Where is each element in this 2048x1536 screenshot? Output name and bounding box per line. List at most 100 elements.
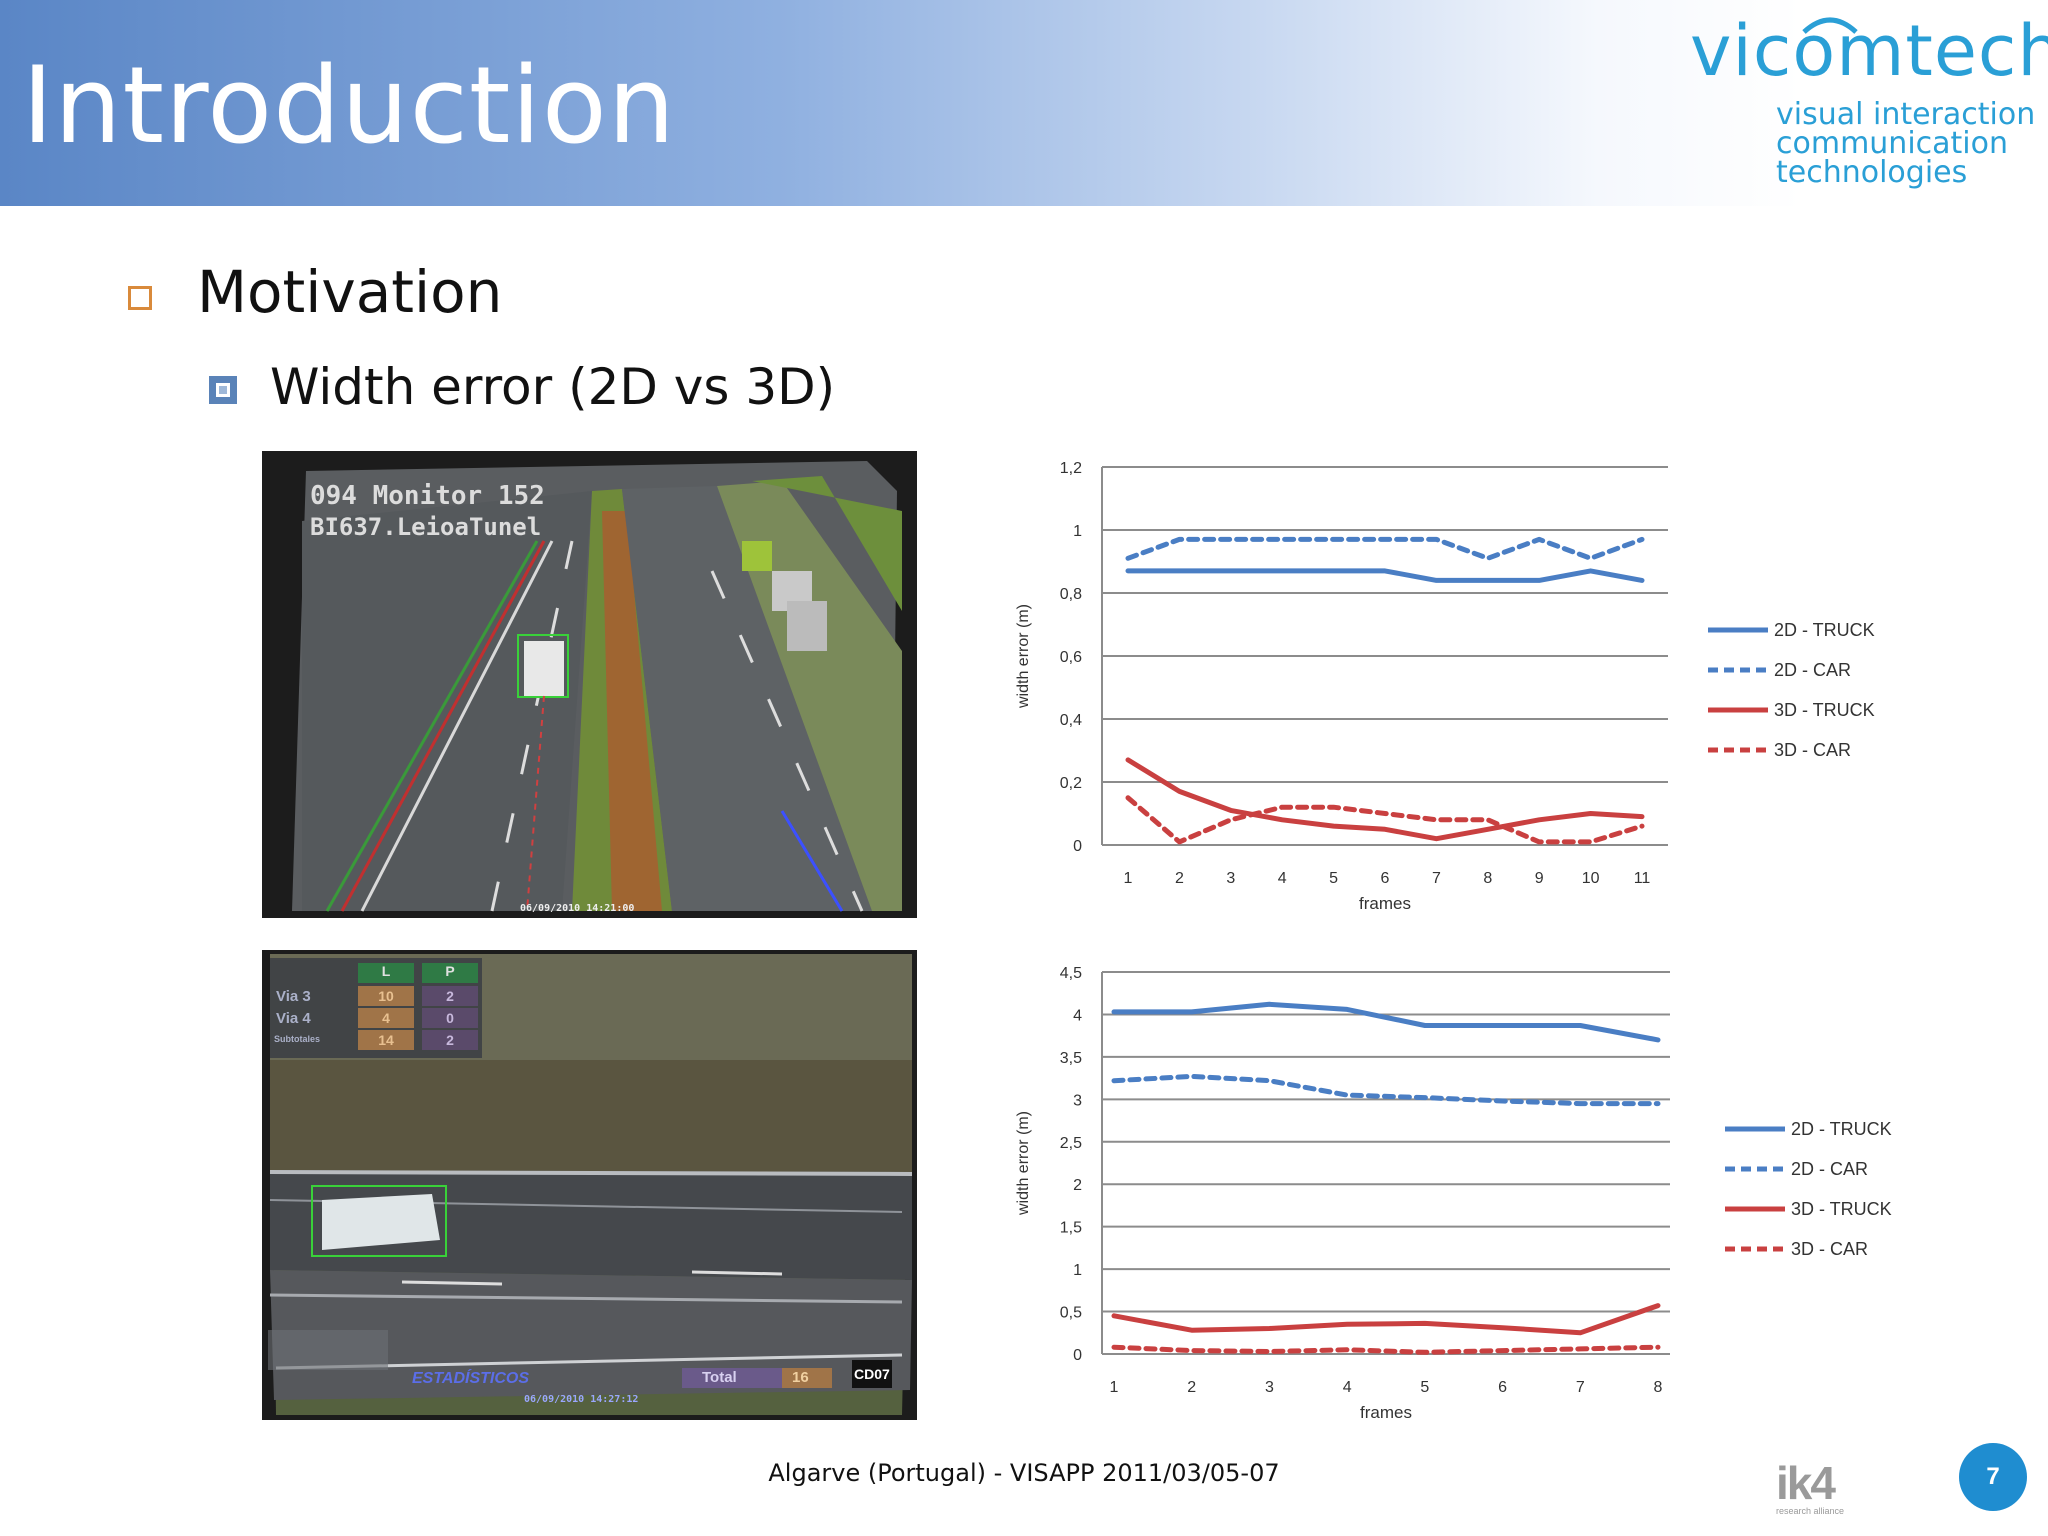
table-row-label-3: Subtotales [274,1034,321,1044]
x-tick-label: 6 [1498,1379,1507,1396]
y-tick-label: 3,5 [1060,1050,1082,1067]
y-axis-label: width error (m) [1015,1111,1032,1216]
slide-title: Introduction [22,44,676,167]
legend-label: 3D - TRUCK [1774,700,1875,720]
page-number: 7 [1959,1443,2027,1511]
header-band [0,0,2048,206]
x-tick-label: 5 [1420,1379,1429,1396]
series-line-2d-car [1125,536,1645,561]
x-tick-label: 6 [1381,870,1390,887]
logo-line1: visual interaction [1776,97,2036,132]
vicomtech-logo: vicomtech visual interaction communicati… [1690,10,2048,200]
table-cell-p3: 2 [446,1032,454,1048]
footer-text: Algarve (Portugal) - VISAPP 2011/03/05-0… [768,1459,1280,1487]
ik4-tagline: research alliance [1776,1506,1845,1516]
x-tick-label: 10 [1582,870,1600,887]
width-error-chart-2: 0 0,5 1 1,5 2 2,5 3 3,5 4 4,5 1 2 3 4 5 6 7 8 frames width … [990,955,2020,1445]
series-line-3d-car [1125,795,1645,845]
series-line-2d-truck [1111,1001,1661,1043]
table-cell-p1: 2 [446,988,454,1004]
legend-label: 2D - CAR [1774,660,1851,680]
x-tick-label: 2 [1187,1379,1196,1396]
legend-label: 2D - TRUCK [1791,1119,1892,1139]
bullet-motivation: Motivation [197,258,503,326]
table-header-l: L [381,963,391,979]
width-error-chart-1: 0 0,2 0,4 0,6 0,8 1 1,2 1 2 3 4 5 6 7 8 9 10 11 frames widt… [990,440,2020,930]
y-tick-label: 0,6 [1060,649,1082,666]
x-tick-label: 5 [1329,870,1338,887]
camera-image-highway: 094 Monitor 152 BI637.LeioaTunel 06/09/2… [262,451,917,918]
y-tick-label: 1,5 [1060,1220,1082,1237]
table-header-p: P [445,963,455,979]
camera-image-road: L P Via 3 Via 4 Subtotales 10 4 14 2 0 2… [262,950,917,1420]
x-tick-label: 7 [1576,1379,1585,1396]
series-line-2d-car [1111,1073,1661,1107]
series-line-2d-truck [1125,568,1645,583]
x-axis-label: frames [1360,1403,1412,1422]
road-scene [262,950,917,1420]
legend-label: 2D - CAR [1791,1159,1868,1179]
y-tick-label: 4,5 [1060,965,1082,982]
legend-label: 3D - CAR [1791,1239,1868,1259]
legend-label: 3D - CAR [1774,740,1851,760]
x-tick-label: 8 [1654,1379,1663,1396]
y-tick-label: 1,2 [1060,460,1082,477]
camera2-bottom-text: ESTADÍSTICOS [412,1370,530,1387]
ik4-mark: ik4 [1776,1457,1836,1509]
sub-bullet-square-icon [209,376,237,404]
table-cell-l1: 10 [378,988,394,1004]
camera1-overlay-line2: BI637.LeioaTunel [310,513,542,541]
chart-svg: 0 0,5 1 1,5 2 2,5 3 3,5 4 4,5 1 2 3 4 5 6 7 8 frames width … [1015,965,1892,1422]
x-tick-label: 4 [1278,870,1287,887]
y-tick-label: 4 [1073,1007,1082,1024]
chart-svg: 0 0,2 0,4 0,6 0,8 1 1,2 1 2 3 4 5 6 7 8 9 10 11 frames widt… [1015,460,1875,913]
camera2-total-label: Total [702,1369,737,1386]
x-tick-label: 8 [1483,870,1492,887]
x-tick-label: 1 [1110,1379,1119,1396]
y-tick-label: 0 [1073,838,1082,855]
camera1-overlay-line1: 094 Monitor 152 [310,481,545,511]
y-tick-label: 0 [1073,1347,1082,1364]
y-tick-label: 0,2 [1060,775,1082,792]
x-tick-label: 9 [1535,870,1544,887]
logo-line3: technologies [1776,155,1968,190]
x-tick-label: 11 [1634,870,1651,887]
x-tick-label: 2 [1175,870,1184,887]
y-tick-label: 3 [1073,1092,1082,1109]
bullet-width-error: Width error (2D vs 3D) [270,358,836,416]
table-cell-l2: 4 [382,1010,390,1026]
x-tick-label: 7 [1432,870,1441,887]
x-tick-label: 1 [1124,870,1133,887]
y-tick-label: 2,5 [1060,1135,1082,1152]
series-line-3d-car [1111,1344,1661,1355]
x-tick-label: 3 [1226,870,1235,887]
camera1-timestamp: 06/09/2010 14:21:00 [520,903,635,914]
series-line-3d-truck [1111,1303,1661,1336]
table-row-label-1: Via 3 [276,988,311,1005]
y-axis-label: width error (m) [1015,604,1032,709]
y-tick-label: 0,8 [1060,586,1082,603]
table-cell-p2: 0 [446,1010,454,1026]
highway-scene [262,451,917,918]
table-row-label-2: Via 4 [276,1010,311,1027]
bullet-square-icon [128,286,152,310]
y-tick-label: 0,4 [1060,712,1082,729]
x-tick-label: 3 [1265,1379,1274,1396]
camera2-id: CD07 [854,1366,890,1382]
logo-arc-icon [1802,17,1858,34]
logo-line2: communication [1776,126,2009,161]
camera2-total-value: 16 [792,1369,809,1386]
legend-label: 2D - TRUCK [1774,620,1875,640]
y-tick-label: 1 [1073,1262,1082,1279]
y-tick-label: 1 [1073,523,1082,540]
series-line-3d-truck [1125,757,1645,842]
logo-brand: vicomtech [1690,10,2048,92]
x-axis-label: frames [1359,894,1411,913]
y-tick-label: 2 [1073,1177,1082,1194]
y-tick-label: 0,5 [1060,1305,1082,1322]
x-tick-label: 4 [1343,1379,1352,1396]
table-cell-l3: 14 [378,1032,394,1048]
legend-label: 3D - TRUCK [1791,1199,1892,1219]
ik4-logo: ik4 research alliance [1776,1460,1844,1516]
camera2-timestamp: 06/09/2010 14:27:12 [524,1394,639,1405]
